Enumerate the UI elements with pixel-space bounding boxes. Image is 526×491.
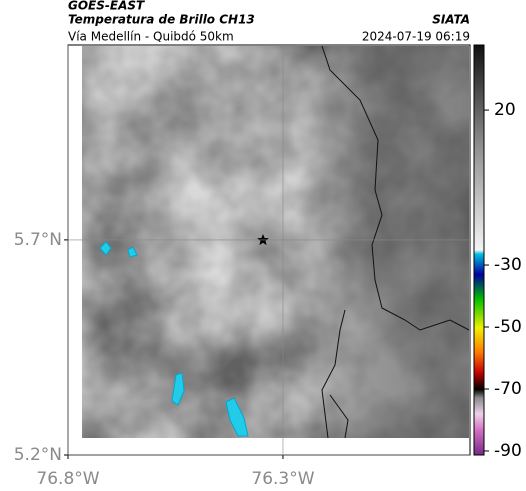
product: Temperatura de Brillo CH13: [68, 13, 255, 27]
colorbar: [473, 44, 485, 456]
colorbar-tick-label: -70: [494, 379, 522, 399]
source: SIATA: [432, 13, 470, 27]
y-tick-label: 5.7°N: [14, 230, 62, 250]
colorbar-tick-label: -30: [494, 255, 522, 275]
satellite-image: [82, 46, 469, 438]
colorbar-tick-label: -50: [494, 317, 522, 337]
datetime: 2024-07-19 06:19: [362, 30, 470, 44]
y-tick-label: 5.2°N: [14, 445, 62, 465]
colorbar-tick-label: -90: [494, 441, 522, 461]
x-tick-label: 76.3°W: [251, 469, 314, 489]
colorbar-tick-label: 20: [494, 100, 516, 120]
satellite: GOES-EAST: [68, 0, 145, 13]
location-marker: [257, 234, 269, 246]
x-tick-label: 76.8°W: [36, 469, 99, 489]
route: Vía Medellín - Quibdó 50km: [68, 30, 234, 44]
